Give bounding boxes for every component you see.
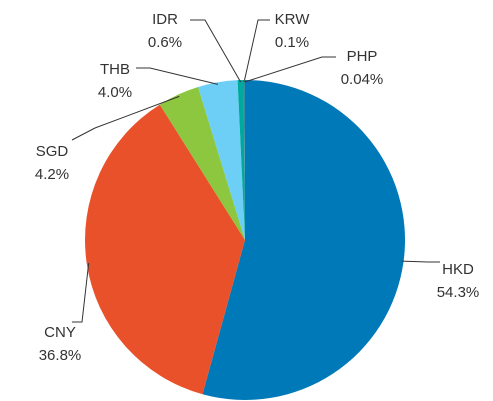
leader-line <box>190 19 242 83</box>
slice-label: CNY <box>44 324 76 341</box>
leader-line <box>72 262 90 323</box>
pie-slice <box>237 80 245 240</box>
slice-value-label: 0.6% <box>148 34 182 51</box>
slice-value-label: 4.0% <box>98 84 132 101</box>
slice-value-label: 0.04% <box>341 71 384 88</box>
pie-slice <box>202 80 405 400</box>
pie-slice <box>159 87 245 240</box>
slice-label: HKD <box>442 261 474 278</box>
leader-line <box>401 260 440 263</box>
slice-label: KRW <box>275 11 311 28</box>
slice-label: IDR <box>152 11 178 28</box>
pie-slice <box>84 104 246 395</box>
slice-label: PHP <box>347 48 378 65</box>
slice-label: SGD <box>36 143 69 160</box>
leader-line <box>244 56 336 83</box>
leader-line <box>243 19 270 83</box>
slice-label: THB <box>100 61 130 78</box>
leader-line <box>71 95 180 141</box>
slice-value-label: 4.2% <box>35 166 69 183</box>
leader-line <box>136 67 219 85</box>
slice-value-label: 0.1% <box>275 34 309 51</box>
slice-value-label: 36.8% <box>39 347 82 364</box>
pie-slice <box>198 80 245 240</box>
slice-value-label: 54.3% <box>437 284 480 301</box>
pie-slice <box>243 80 245 240</box>
